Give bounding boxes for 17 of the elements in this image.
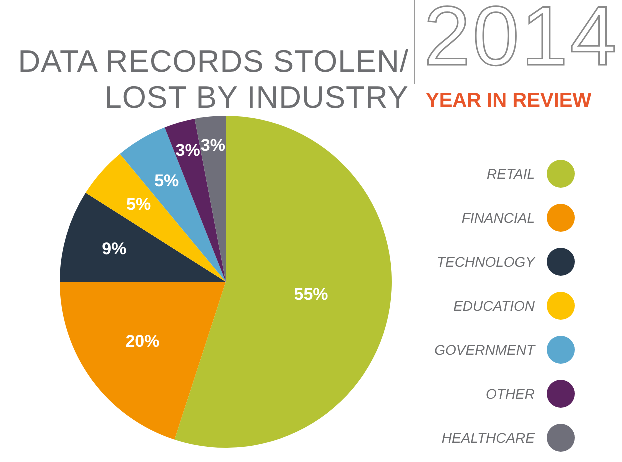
data-label: 55% (294, 285, 328, 304)
data-label: 5% (154, 172, 180, 191)
legend-label: TECHNOLOGY (436, 254, 535, 270)
data-label: 9% (102, 239, 127, 258)
chart-title: DATA RECORDS STOLEN/ LOST BY INDUSTRY (17, 44, 409, 116)
legend-label: GOVERNMENT (434, 342, 535, 358)
legend-label: HEALTHCARE (442, 430, 535, 446)
legend-label: FINANCIAL (462, 210, 535, 226)
legend-label: OTHER (486, 386, 535, 402)
data-label: 5% (126, 194, 152, 214)
data-label: 3% (176, 140, 200, 160)
text: 2014 (424, 0, 619, 85)
data-label: 3% (200, 136, 226, 156)
legend-label: RETAIL (487, 166, 535, 182)
legend-label: EDUCATION (454, 298, 535, 314)
data-label: 20% (126, 332, 160, 352)
chart-subtitle: YEAR IN REVIEW (426, 90, 592, 113)
